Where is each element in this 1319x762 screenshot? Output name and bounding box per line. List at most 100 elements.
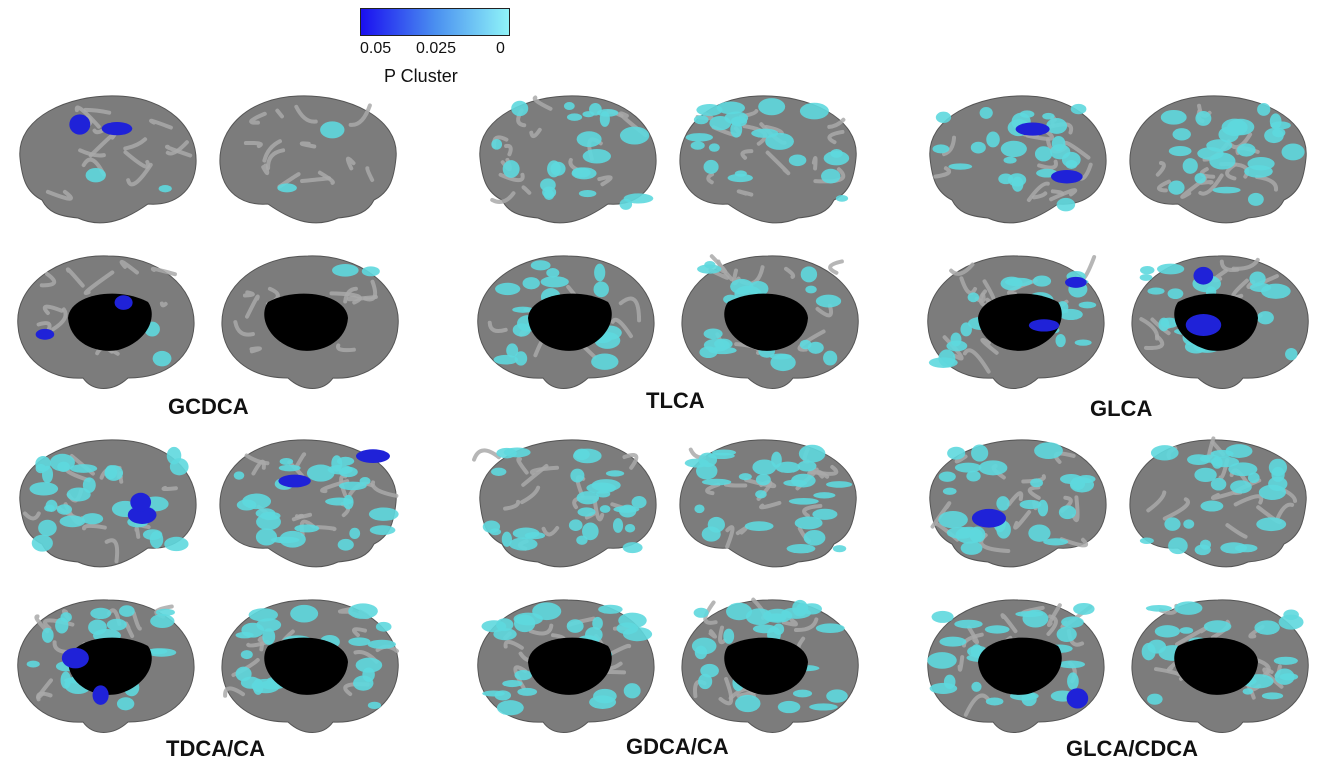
cyan-cluster — [262, 628, 276, 645]
cyan-cluster — [1019, 110, 1035, 118]
cyan-cluster — [693, 115, 709, 125]
cyan-cluster — [41, 465, 54, 484]
cyan-cluster — [1212, 186, 1241, 194]
cyan-cluster — [119, 605, 135, 617]
cyan-cluster — [278, 464, 301, 472]
cyan-cluster — [631, 496, 647, 509]
cyan-cluster — [90, 607, 112, 620]
cyan-cluster — [1195, 110, 1212, 126]
cyan-cluster — [755, 473, 771, 486]
gyrus-highlight — [1006, 491, 1024, 507]
cyan-cluster — [509, 537, 538, 551]
cyan-cluster — [1160, 317, 1179, 329]
gyrus-highlight — [532, 95, 553, 111]
blue-cluster — [130, 492, 152, 512]
gyrus-highlight — [123, 137, 148, 151]
brain-view-med-5 — [477, 599, 655, 733]
cyan-cluster — [791, 473, 816, 488]
cyan-cluster — [703, 159, 719, 174]
gyrus-highlight — [134, 526, 141, 539]
cyan-cluster — [1058, 308, 1083, 320]
medial-wall — [68, 637, 152, 695]
cyan-cluster — [1168, 180, 1185, 195]
gyrus-highlight — [706, 172, 715, 185]
cyan-cluster — [582, 148, 611, 164]
cyan-cluster — [1019, 499, 1042, 510]
gyrus-highlight — [529, 465, 560, 476]
blue-cluster — [1065, 276, 1087, 288]
gyrus-highlight — [1071, 495, 1080, 523]
gyrus-highlight — [949, 262, 975, 276]
cyan-cluster — [1187, 454, 1211, 466]
cyan-cluster — [1228, 462, 1258, 477]
cyan-cluster — [697, 264, 722, 274]
gyrus-highlight — [516, 456, 529, 475]
gyrus-highlight — [223, 686, 246, 698]
cyan-cluster — [511, 100, 529, 117]
cyan-cluster — [45, 499, 58, 512]
cyan-cluster — [939, 636, 967, 647]
brain-view-medR-6 — [1131, 599, 1309, 733]
gyrus-highlight — [503, 499, 521, 511]
cyan-cluster — [362, 667, 375, 682]
blue-cluster — [1028, 319, 1060, 332]
gyrus-highlight — [828, 259, 844, 275]
blue-cluster — [35, 328, 55, 340]
cyan-cluster — [1141, 642, 1156, 661]
cyan-cluster — [826, 481, 853, 488]
cyan-cluster — [1279, 673, 1299, 681]
cyan-cluster — [1140, 265, 1155, 275]
gyrus-highlight — [1233, 494, 1264, 507]
cyan-cluster — [745, 608, 773, 626]
cyan-cluster — [931, 610, 954, 623]
gyrus-highlight — [802, 503, 823, 518]
cyan-cluster — [355, 657, 383, 673]
cyan-cluster — [605, 470, 625, 477]
gyrus-highlight — [622, 453, 639, 470]
medial-wall — [724, 637, 808, 695]
gyrus-highlight — [51, 307, 68, 332]
cyan-cluster — [513, 614, 536, 633]
cyan-cluster — [1278, 614, 1304, 630]
cyan-cluster — [812, 508, 838, 520]
cyan-cluster — [256, 513, 281, 531]
colorbar-gradient — [360, 8, 510, 36]
blue-cluster — [61, 647, 89, 669]
cyan-cluster — [803, 529, 826, 546]
gyrus-highlight — [980, 338, 999, 355]
gyrus-highlight — [962, 348, 991, 374]
blue-cluster — [127, 506, 157, 524]
cyan-cluster — [1147, 287, 1165, 295]
gyrus-highlight — [299, 141, 317, 149]
colorbar-tick-0.05: 0.05 — [360, 40, 392, 57]
brain-view-latR-4 — [219, 439, 399, 568]
cyan-cluster — [696, 104, 723, 116]
cyan-cluster — [582, 522, 599, 541]
gyrus-highlight — [963, 693, 990, 717]
panel-label-tlca: TLCA — [646, 388, 705, 413]
cyan-cluster — [758, 98, 786, 116]
cyan-cluster — [235, 631, 254, 639]
gyrus-highlight — [609, 643, 632, 656]
cyan-cluster — [716, 101, 746, 115]
cyan-cluster — [522, 277, 540, 290]
cyan-cluster — [943, 674, 956, 689]
cortex-surface — [219, 95, 397, 224]
cyan-cluster — [331, 455, 343, 472]
gyrus-highlight — [294, 452, 307, 469]
cyan-cluster — [585, 626, 603, 643]
cyan-cluster — [1043, 538, 1069, 546]
cyan-cluster — [38, 519, 57, 537]
cyan-cluster — [809, 703, 838, 711]
cyan-cluster — [85, 167, 106, 183]
cyan-cluster — [294, 524, 320, 533]
cyan-cluster — [624, 524, 636, 533]
gyrus-highlight — [1157, 179, 1171, 193]
panel-label-tdca-ca: TDCA/CA — [166, 736, 265, 761]
cyan-cluster — [495, 282, 521, 296]
cyan-cluster — [1257, 103, 1271, 116]
cyan-cluster — [1168, 146, 1192, 157]
cyan-cluster — [543, 189, 555, 200]
cyan-cluster — [832, 545, 847, 553]
gyrus-highlight — [520, 485, 541, 505]
